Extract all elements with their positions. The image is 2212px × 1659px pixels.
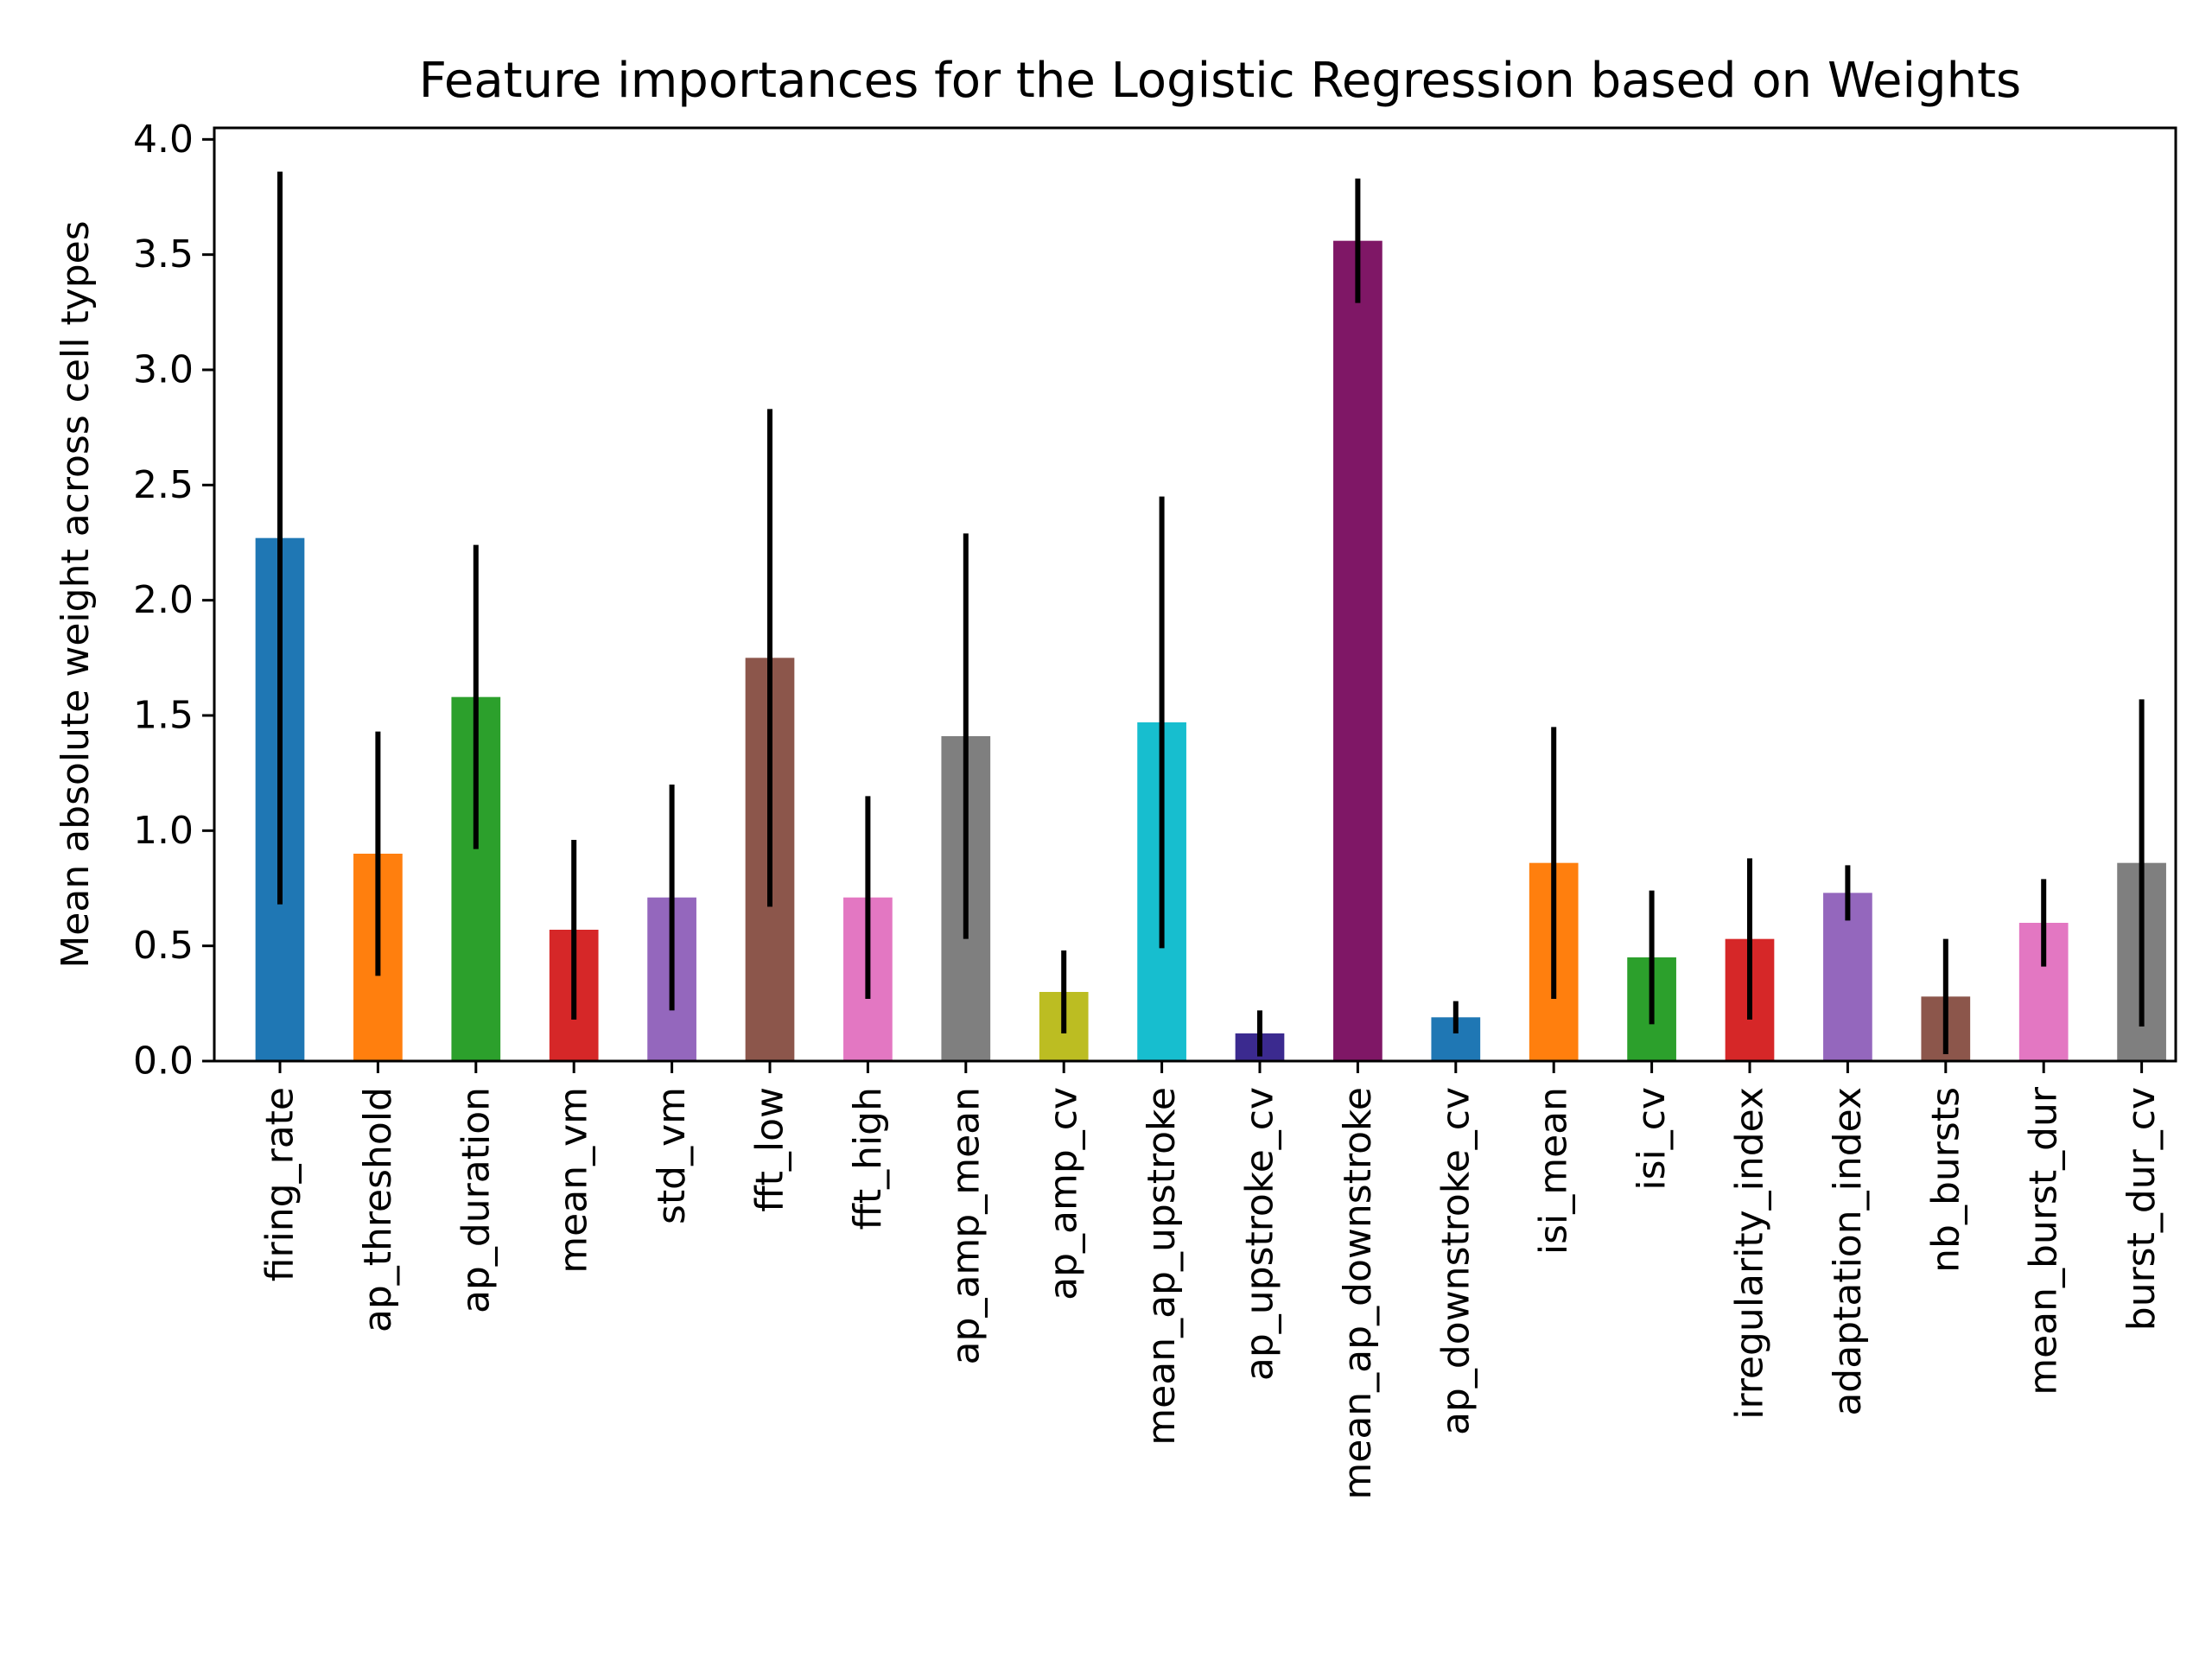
y-tick-label: 4.0	[133, 118, 194, 162]
x-tick-label: ap_amp_mean	[944, 1087, 988, 1364]
x-tick-label: ap_upstroke_cv	[1238, 1087, 1282, 1381]
x-axis-ticks: firing_rate ap_threshold ap_duration mean_v…	[258, 1061, 2164, 1500]
x-tick-label: fft_low	[748, 1087, 792, 1212]
y-tick-label: 2.0	[133, 578, 194, 622]
x-tick-label: burst_dur_cv	[2120, 1087, 2164, 1331]
x-tick-label: mean_ap_upstroke	[1140, 1087, 1184, 1446]
x-tick-label: isi_cv	[1630, 1087, 1674, 1191]
bar-mean_ap_downstroke	[1333, 240, 1382, 1062]
bars-layer	[255, 240, 2166, 1062]
chart-title: Feature importances for the Logistic Reg…	[419, 53, 2021, 109]
x-tick-label: ap_amp_cv	[1042, 1087, 1086, 1300]
y-tick-label: 1.5	[133, 694, 194, 738]
y-tick-label: 0.5	[133, 924, 194, 968]
x-tick-label: std_vm	[650, 1087, 694, 1224]
x-tick-label: firing_rate	[258, 1087, 302, 1281]
y-tick-label: 2.5	[133, 463, 194, 507]
x-tick-label: ap_duration	[454, 1087, 498, 1313]
x-tick-label: mean_vm	[552, 1087, 596, 1274]
bar-adaptation_index	[1823, 893, 1872, 1061]
y-axis-label: Mean absolute weight across cell types	[54, 220, 98, 968]
y-tick-label: 1.0	[133, 809, 194, 853]
x-tick-label: ap_threshold	[356, 1087, 400, 1332]
x-tick-label: irregularity_index	[1728, 1087, 1772, 1420]
plot-area-frame	[213, 126, 2177, 1063]
y-axis-ticks: 0.0 0.5 1.0 1.5 2.0 2.5 3.0 3.5 4.0	[133, 118, 214, 1084]
x-tick-label: mean_burst_dur	[2022, 1086, 2066, 1395]
x-tick-label: isi_mean	[1532, 1087, 1576, 1255]
y-tick-label: 0.0	[133, 1039, 194, 1084]
x-tick-label: mean_ap_downstroke	[1336, 1087, 1380, 1500]
x-tick-label: fft_high	[846, 1087, 890, 1230]
x-tick-label: adaptation_index	[1826, 1087, 1870, 1416]
x-tick-label: ap_downstroke_cv	[1433, 1087, 1478, 1435]
y-tick-label: 3.0	[133, 348, 194, 392]
x-tick-label: nb_bursts	[1923, 1087, 1967, 1273]
y-tick-label: 3.5	[133, 232, 194, 276]
error-bars-layer	[277, 171, 2145, 1057]
